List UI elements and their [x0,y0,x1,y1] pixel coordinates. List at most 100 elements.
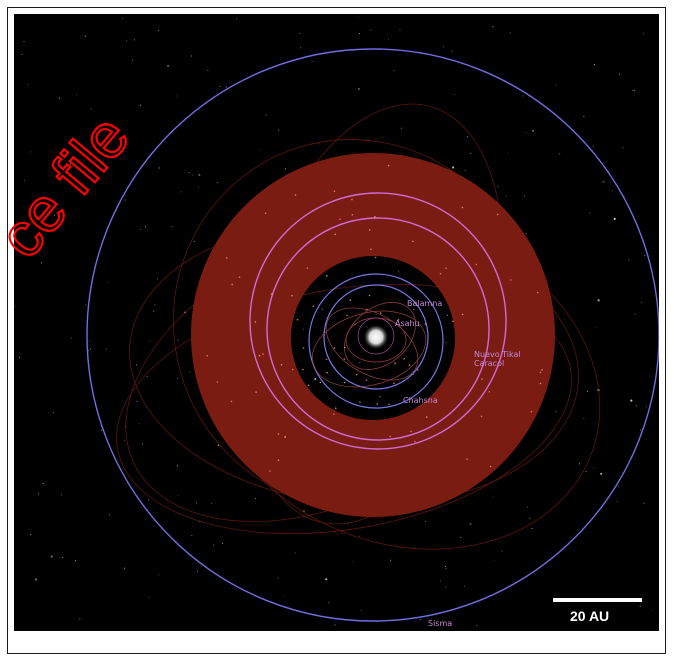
background-star [467,136,469,138]
small-body [374,216,376,218]
orbit-map-viewport: Balamna Asahu Nuevo Tikal Caracol Chahsn… [14,14,659,631]
background-star [255,498,257,500]
background-star [312,61,314,62]
small-body [339,218,341,221]
outer-orbit [86,48,659,622]
background-star [124,567,126,569]
small-body [264,212,267,214]
background-star [79,618,81,620]
background-star [133,39,135,41]
background-star [45,225,46,227]
background-star [235,18,237,20]
background-star [531,528,533,529]
background-star [167,64,170,68]
background-star [136,400,138,402]
background-star [157,29,159,31]
small-body [302,347,305,349]
background-star [493,559,495,561]
background-star [61,494,63,496]
small-body [307,384,310,387]
background-star [88,340,90,342]
small-body [368,294,371,297]
background-star [651,609,653,611]
small-body [376,403,379,405]
background-star [24,179,26,181]
background-star [27,84,29,86]
background-star [452,166,455,169]
background-star [101,429,103,431]
background-star [634,90,636,92]
background-star [314,378,317,381]
small-body [326,274,328,277]
background-star [294,552,296,554]
background-star [42,483,44,485]
background-star [153,310,155,312]
background-star [180,191,182,193]
background-star [190,55,192,57]
background-star [393,70,395,72]
background-star [469,524,471,526]
small-body [397,319,400,321]
background-star [69,163,71,165]
small-body [539,371,542,374]
background-star [563,318,565,320]
small-body [319,381,322,384]
background-star [23,41,25,42]
small-body [359,401,361,403]
small-body [452,320,454,323]
background-star [189,371,191,373]
background-star [299,32,301,34]
small-body [291,368,294,371]
background-star [630,399,633,402]
background-stars [14,16,653,626]
background-star [145,226,147,228]
background-star [283,596,285,597]
background-star [158,574,160,576]
background-star [154,304,156,306]
small-body [291,294,293,297]
background-star [390,559,392,561]
pink-orbits [249,192,507,450]
small-body [475,263,478,266]
background-star [328,602,330,604]
small-body [461,313,464,316]
background-star [30,533,32,535]
background-star [53,214,55,216]
small-body [461,206,464,209]
small-body [258,354,261,357]
background-star [90,348,92,350]
background-star [593,64,595,65]
label-asahu: Asahu [395,319,420,328]
background-star [445,565,447,567]
small-body [530,410,533,413]
background-star [640,429,641,431]
background-star [193,240,195,242]
background-star [76,94,77,96]
background-star [445,567,447,569]
background-star [219,85,221,87]
background-star [81,188,83,190]
small-body [206,355,208,357]
small-body [303,510,305,512]
background-star [352,560,354,562]
small-body [480,415,483,418]
background-star [592,145,594,147]
small-body [370,248,372,250]
small-body [216,381,219,383]
small-body [351,214,354,216]
background-star [635,405,637,407]
label-chahsna: Chahsna [403,396,438,405]
small-body [280,363,283,366]
small-body [231,283,233,286]
small-body [389,435,392,438]
background-star [341,532,343,534]
small-body [346,314,348,317]
small-body [379,312,382,314]
background-star [62,557,64,558]
background-star [207,69,209,71]
scale-bar [553,598,642,602]
background-star [529,517,531,519]
background-star [583,417,585,419]
background-star [597,299,600,302]
small-body [366,308,368,311]
